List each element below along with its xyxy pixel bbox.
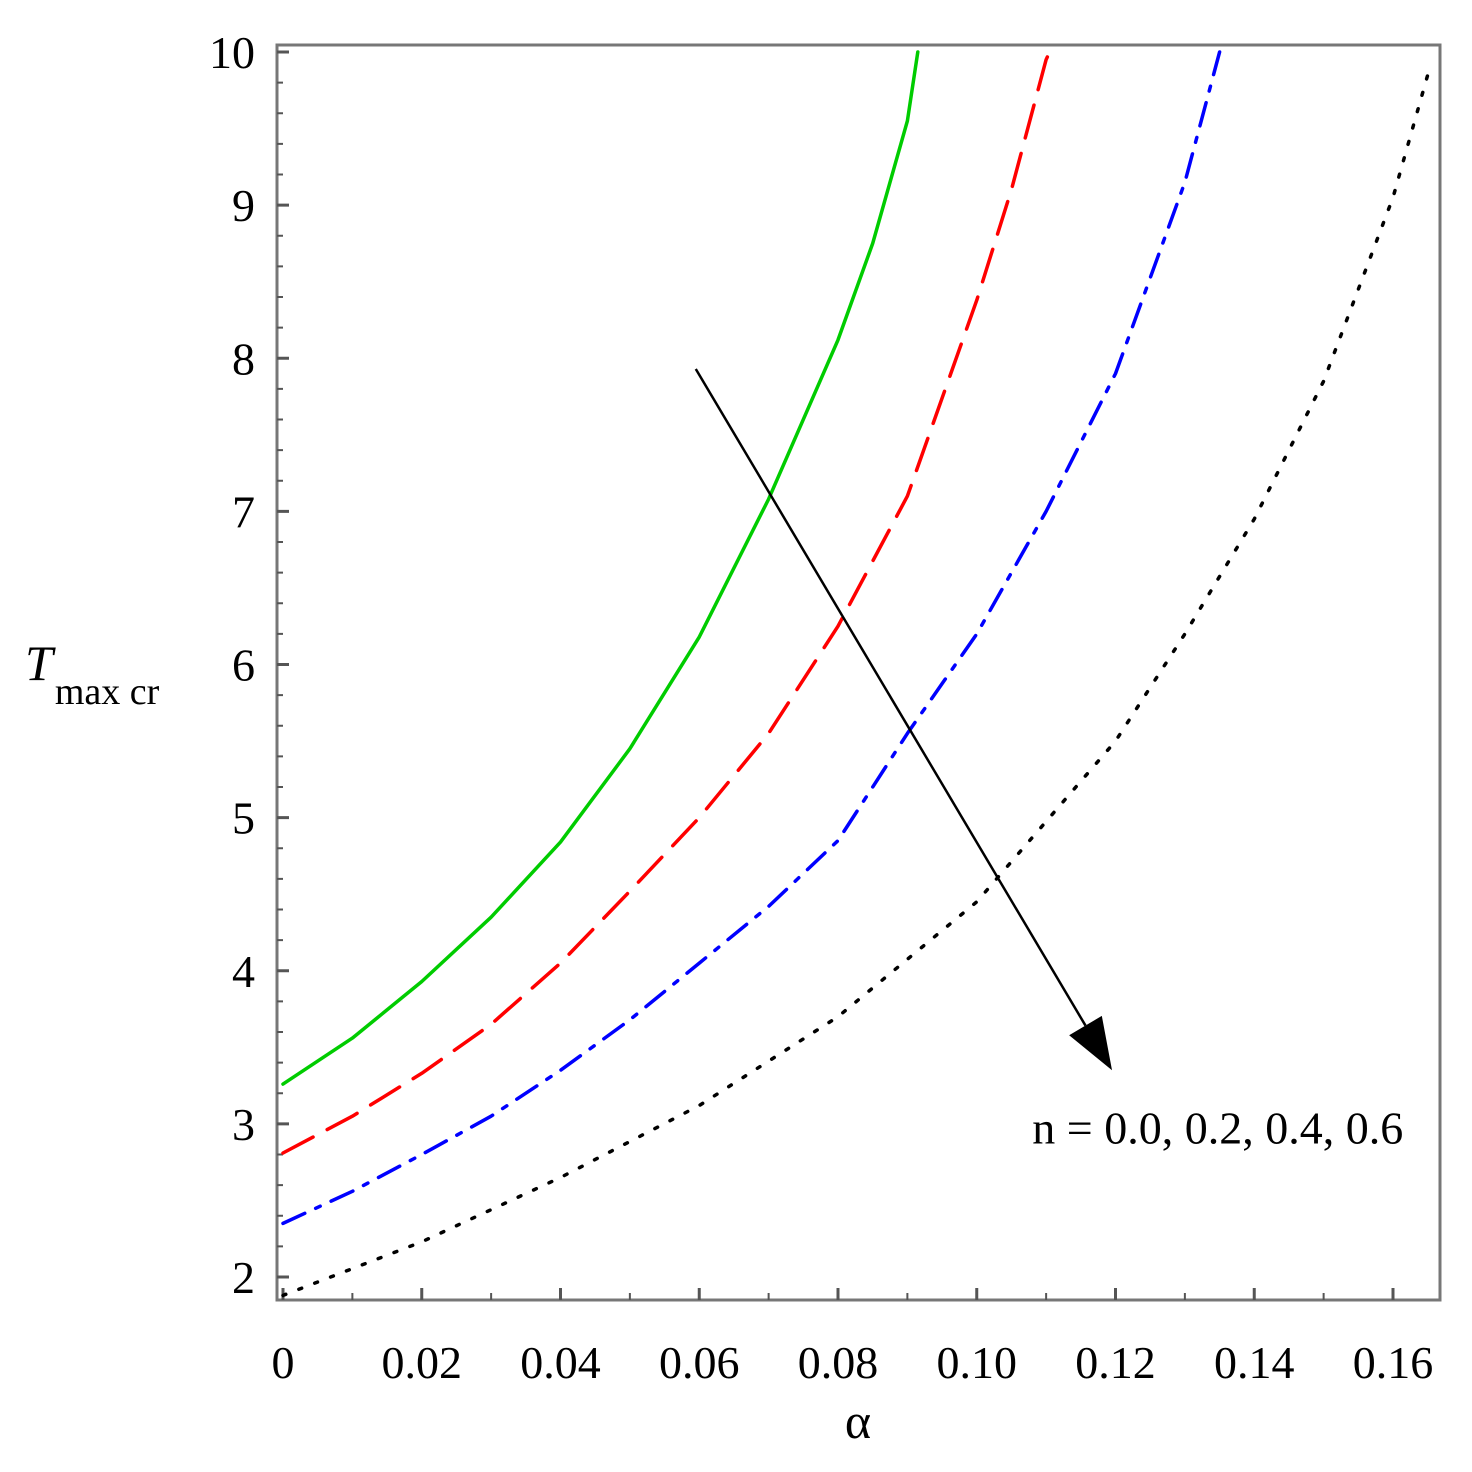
series-line-4 [281,73,1430,1298]
annotation-layer: n = 0.0, 0.2, 0.4, 0.6 [694,368,1403,1154]
x-tick-label: 0.10 [937,1337,1018,1388]
x-tick-label: 0 [272,1337,295,1388]
annotation-arrow-shaft [694,368,1087,1027]
series-line-3 [281,50,1222,1226]
series-line-2 [281,50,1052,1155]
x-tick-label: 0.12 [1075,1337,1156,1388]
x-tick-label: 0.06 [659,1337,740,1388]
y-tick-label: 3 [232,1099,255,1150]
y-tick-label: 8 [232,333,255,384]
series-layer [281,50,1430,1298]
y-tick-label: 9 [232,180,255,231]
series-line-1 [281,50,920,1086]
y-tick-label: 7 [232,486,255,537]
y-tick-label: 5 [232,793,255,844]
x-tick-label: 0.16 [1353,1337,1434,1388]
x-tick-label: 0.08 [798,1337,879,1388]
plot-frame [275,43,1442,1302]
annotation-text: n = 0.0, 0.2, 0.4, 0.6 [1032,1103,1403,1154]
ticks-layer: 0 0.02 0.04 0.06 0.08 0.10 0.12 0.14 0.16 2 3 4 5 6 7 8… [209,27,1433,1388]
y-axis-label-subscript: max cr [55,671,160,713]
y-axis-label: Tmax cr [25,635,160,713]
y-axis-label-main: T [25,635,56,691]
y-tick-label: 2 [232,1252,255,1303]
y-tick-label: 6 [232,640,255,691]
annotation-arrow-head [1069,1015,1113,1071]
y-tick-label: 10 [209,27,255,78]
x-tick-label: 0.04 [520,1337,601,1388]
x-tick-label: 0.14 [1214,1337,1295,1388]
y-tick-label: 4 [232,946,255,997]
x-tick-label: 0.02 [382,1337,463,1388]
x-axis-label: α [845,1393,871,1449]
